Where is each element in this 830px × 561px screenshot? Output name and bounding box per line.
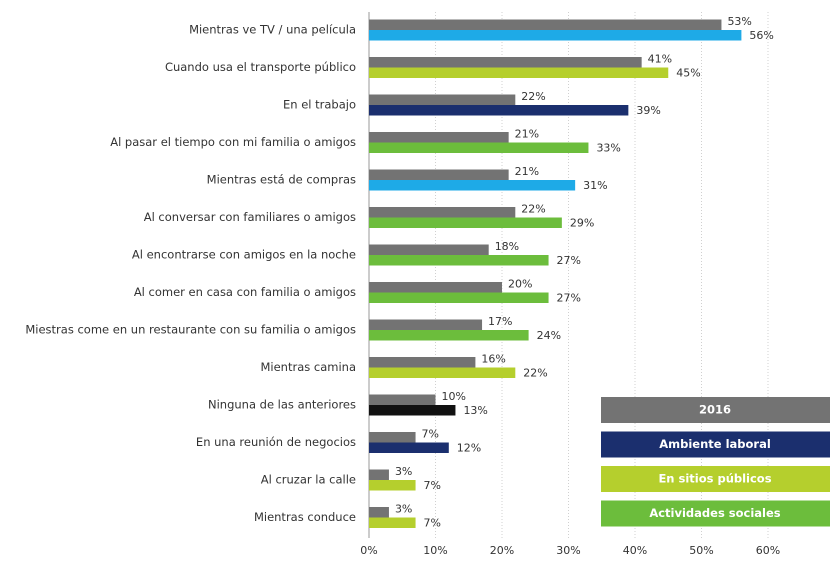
bar [369, 480, 416, 491]
bar [369, 180, 576, 191]
legend-label: Actividades sociales [649, 506, 780, 520]
value-label: 41% [648, 53, 672, 66]
y-tick-label: Al comer en casa con familia o amigos [134, 285, 356, 299]
value-label: 53% [727, 15, 751, 28]
value-label: 3% [395, 465, 412, 478]
value-label: 7% [424, 479, 441, 492]
value-label: 21% [515, 128, 539, 141]
bar [369, 57, 642, 68]
bar [369, 330, 529, 341]
value-label: 24% [537, 329, 561, 342]
bar [369, 244, 489, 255]
bar [369, 30, 742, 41]
x-tick-label: 10% [423, 544, 447, 557]
value-label: 56% [749, 29, 773, 42]
value-label: 22% [523, 367, 547, 380]
y-tick-label: Al cruzar la calle [261, 473, 356, 487]
x-tick-label: 60% [756, 544, 780, 557]
value-label: 29% [570, 217, 594, 230]
y-tick-label: Mientras conduce [254, 510, 356, 524]
y-tick-label: En el trabajo [283, 98, 356, 112]
value-label: 16% [481, 353, 505, 366]
legend-swatch [601, 500, 830, 527]
y-tick-label: Miestras come en un restaurante con su f… [25, 323, 356, 337]
bar [369, 292, 549, 303]
bar [369, 169, 509, 180]
x-tick-label: 50% [689, 544, 713, 557]
value-label: 12% [457, 442, 481, 455]
bar [369, 442, 449, 453]
legend-swatch [601, 466, 830, 492]
bar [369, 319, 483, 330]
y-tick-label: Mientras está de compras [207, 173, 356, 187]
x-tick-label: 40% [623, 544, 647, 557]
value-label: 22% [521, 90, 545, 103]
y-tick-label: Al conversar con familiares o amigos [144, 210, 356, 224]
value-label: 13% [463, 404, 487, 417]
y-tick-label: Mientras camina [260, 360, 356, 374]
value-label: 7% [424, 517, 441, 530]
value-label: 45% [676, 67, 700, 80]
bar [369, 432, 416, 443]
bar [369, 132, 509, 143]
value-label: 21% [515, 165, 539, 178]
bar [369, 357, 476, 368]
x-tick-label: 0% [360, 544, 377, 557]
bar [369, 469, 389, 480]
y-tick-label: Al pasar el tiempo con mi familia o amig… [110, 135, 356, 149]
y-tick-label: Mientras ve TV / una película [189, 23, 356, 37]
value-label: 20% [508, 278, 532, 291]
bar [369, 105, 629, 116]
y-tick-label: En una reunión de negocios [196, 435, 356, 449]
value-label: 27% [557, 292, 581, 305]
x-tick-label: 20% [490, 544, 514, 557]
value-label: 39% [636, 104, 660, 117]
y-tick-label: Ninguna de las anteriores [208, 398, 356, 412]
value-label: 27% [557, 254, 581, 267]
bar [369, 394, 436, 405]
legend-label: 2016 [699, 403, 731, 417]
value-label: 31% [583, 179, 607, 192]
bar [369, 217, 562, 228]
bar [369, 282, 502, 293]
legend-label: En sitios públicos [658, 472, 771, 486]
bar [369, 94, 516, 105]
legend-swatch [601, 431, 830, 458]
value-label: 3% [395, 503, 412, 516]
value-label: 17% [488, 315, 512, 328]
bar [369, 255, 549, 266]
value-label: 33% [596, 142, 620, 155]
y-tick-label: Cuando usa el transporte público [165, 60, 356, 74]
bar [369, 517, 416, 528]
value-label: 22% [521, 203, 545, 216]
bar [369, 142, 589, 153]
bar [369, 367, 516, 378]
bar [369, 507, 389, 518]
value-label: 10% [442, 390, 466, 403]
bar [369, 405, 456, 416]
value-label: 18% [495, 240, 519, 253]
legend-label: Ambiente laboral [659, 437, 771, 451]
x-tick-label: 30% [556, 544, 580, 557]
legend-swatch [601, 397, 830, 423]
bar [369, 67, 669, 78]
bar [369, 207, 516, 218]
y-tick-label: Al encontrarse con amigos en la noche [132, 248, 356, 262]
value-label: 7% [422, 428, 439, 441]
bar [369, 19, 722, 30]
